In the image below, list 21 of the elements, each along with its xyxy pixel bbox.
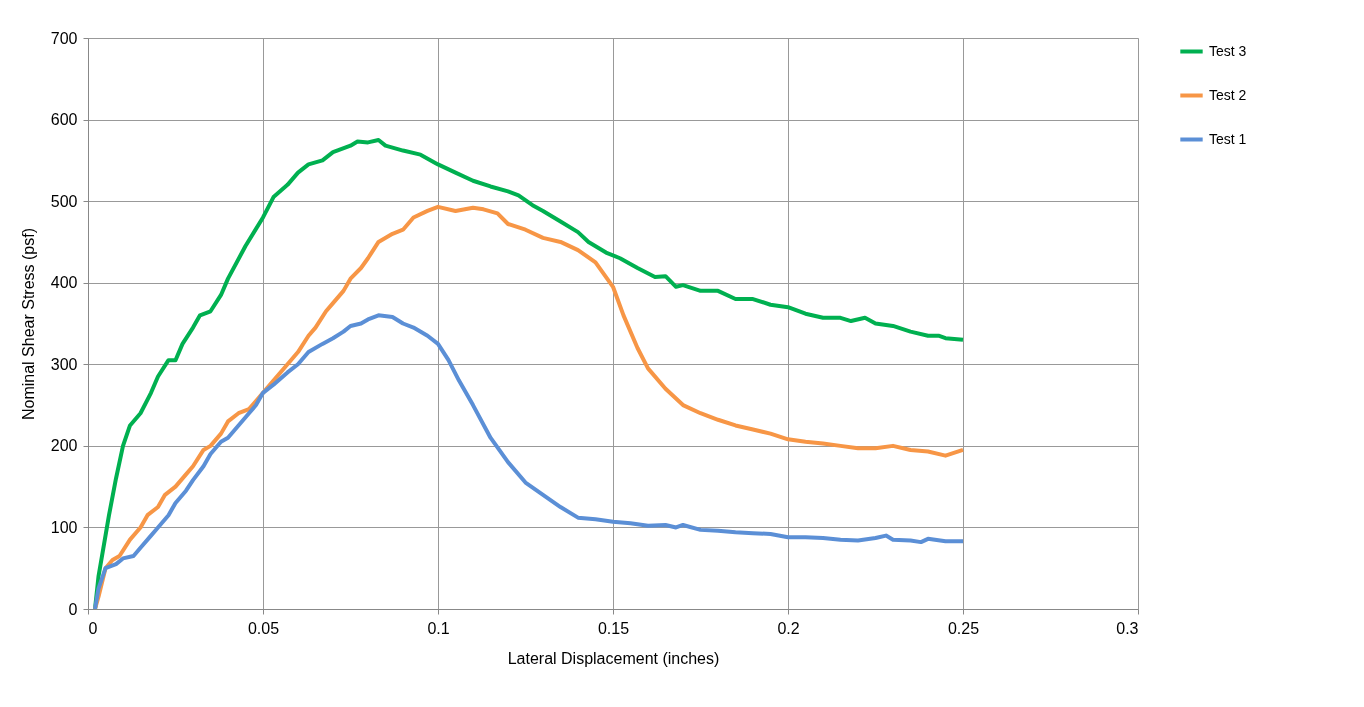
y-tick-label: 0 bbox=[68, 600, 78, 618]
x-tick-label: 0.25 bbox=[947, 619, 980, 637]
legend-label: Test 1 bbox=[1209, 130, 1247, 147]
y-tick-label: 500 bbox=[50, 192, 78, 210]
legend-label: Test 3 bbox=[1209, 42, 1247, 59]
x-tick-label: 0.2 bbox=[777, 619, 800, 637]
y-tick-label: 200 bbox=[50, 437, 78, 455]
legend-label: Test 2 bbox=[1209, 86, 1247, 103]
x-tick-label: 0.15 bbox=[597, 619, 630, 637]
x-tick-label: 0 bbox=[88, 619, 98, 637]
y-tick-label: 600 bbox=[50, 111, 78, 129]
y-tick-label: 300 bbox=[50, 355, 78, 373]
x-tick-label: 0.05 bbox=[247, 619, 280, 637]
x-axis-title: Lateral Displacement (inches) bbox=[507, 649, 720, 667]
line-series bbox=[93, 313, 965, 611]
y-axis-title: Nominal Shear Stress (psf) bbox=[19, 227, 37, 421]
y-tick-label: 400 bbox=[50, 274, 78, 292]
y-tick-label: 100 bbox=[50, 518, 78, 536]
x-tick-label: 0.3 bbox=[1116, 619, 1139, 637]
x-tick-label: 0.1 bbox=[427, 619, 450, 637]
y-tick-label: 700 bbox=[50, 29, 78, 47]
